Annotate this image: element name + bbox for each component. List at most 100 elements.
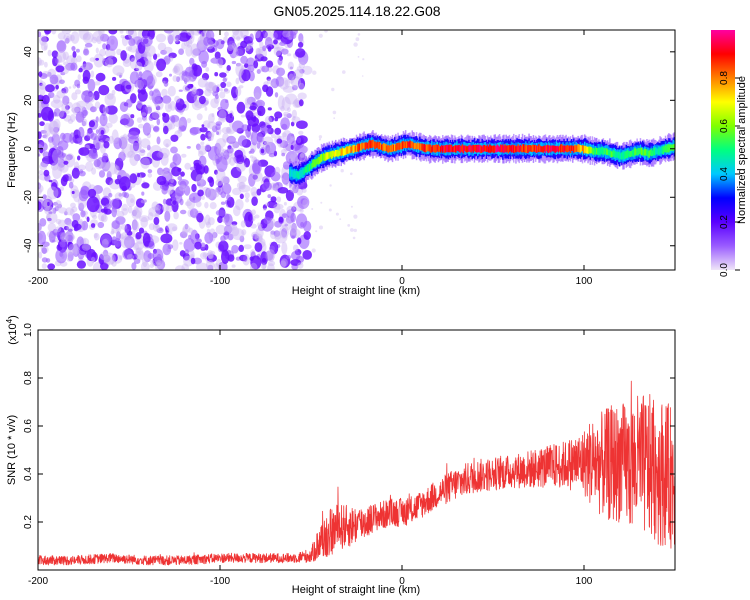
- noise-speck: [258, 236, 263, 242]
- noise-speck: [243, 157, 250, 168]
- noise-speck: [318, 135, 323, 139]
- noise-speck: [75, 111, 85, 123]
- noise-speck: [151, 110, 161, 119]
- noise-speck: [66, 257, 72, 262]
- noise-speck: [163, 46, 173, 54]
- ridge-cell: [411, 141, 413, 148]
- noise-speck: [254, 92, 261, 101]
- noise-speck: [231, 86, 238, 99]
- noise-speck: [102, 57, 106, 62]
- noise-speck: [38, 201, 42, 211]
- noise-speck: [156, 118, 161, 126]
- noise-speck: [77, 74, 81, 81]
- noise-speck: [209, 202, 217, 210]
- ridge-cell: [351, 145, 353, 152]
- noise-speck: [55, 226, 62, 233]
- ridge-cell: [660, 147, 662, 153]
- noise-speck: [266, 76, 271, 81]
- ridge-cell: [526, 145, 528, 153]
- noise-speck: [210, 98, 219, 109]
- ridge-cell: [533, 145, 536, 152]
- noise-speck: [147, 253, 155, 259]
- noise-speck: [231, 120, 244, 133]
- ridge-cell: [329, 151, 332, 158]
- noise-speck: [298, 61, 306, 69]
- ridge-cell: [568, 145, 571, 152]
- ridge-cell: [673, 144, 675, 151]
- noise-speck: [254, 214, 260, 219]
- ridge-cell: [423, 143, 425, 152]
- ridge-cell: [519, 144, 522, 152]
- noise-speck: [93, 159, 101, 168]
- noise-speck: [38, 184, 44, 193]
- noise-speck: [249, 33, 254, 42]
- noise-speck: [220, 175, 230, 186]
- ridge-cell: [473, 145, 476, 152]
- ridge-cell: [501, 145, 503, 153]
- ridge-cell: [413, 143, 416, 150]
- noise-speck: [89, 143, 96, 150]
- noise-speck: [230, 166, 242, 179]
- noise-speck: [163, 138, 172, 148]
- noise-speck: [216, 138, 227, 148]
- noise-speck: [256, 69, 261, 74]
- noise-speck: [56, 40, 67, 53]
- noise-speck: [88, 120, 96, 128]
- noise-speck: [84, 42, 93, 48]
- ridge-cell: [459, 145, 461, 153]
- ridge-cell: [577, 144, 579, 152]
- ridge-cell: [339, 148, 341, 156]
- noise-speck: [69, 34, 75, 42]
- ridge-cell: [442, 145, 444, 153]
- noise-speck: [215, 224, 226, 235]
- noise-speck: [62, 132, 73, 143]
- noise-speck: [42, 134, 47, 139]
- noise-speck: [250, 148, 255, 154]
- noise-speck: [190, 166, 195, 171]
- noise-speck: [135, 61, 143, 71]
- noise-speck: [38, 94, 44, 101]
- noise-speck: [226, 135, 236, 144]
- ridge-cell: [530, 145, 532, 152]
- noise-speck: [65, 105, 70, 110]
- noise-speck: [331, 87, 335, 92]
- ridge-cell: [336, 149, 338, 157]
- noise-speck: [252, 159, 262, 175]
- ridge-cell: [292, 171, 294, 178]
- noise-speck: [272, 32, 278, 40]
- noise-speck: [77, 126, 85, 139]
- noise-speck: [154, 204, 161, 211]
- ridge-cell: [344, 147, 347, 155]
- ridge-cell: [394, 143, 396, 152]
- ridge-cell: [462, 145, 465, 154]
- noise-speck: [156, 175, 167, 186]
- noise-speck: [155, 33, 167, 43]
- noise-speck: [105, 122, 113, 128]
- noise-speck: [353, 228, 357, 233]
- ridge-cell: [518, 145, 520, 153]
- noise-speck: [74, 89, 82, 95]
- y-tick-label: 0: [23, 146, 34, 152]
- noise-speck: [233, 205, 241, 217]
- spectrogram-x-axis: -200 -100 0 100: [28, 30, 593, 287]
- noise-speck: [218, 109, 227, 121]
- noise-speck: [65, 248, 71, 256]
- noise-speck: [68, 86, 72, 89]
- noise-speck: [87, 188, 97, 198]
- noise-speck: [170, 146, 178, 154]
- noise-speck: [63, 86, 69, 94]
- ridge-cell: [341, 147, 344, 155]
- noise-speck: [123, 236, 135, 249]
- noise-speck: [172, 200, 177, 206]
- noise-speck: [78, 147, 90, 156]
- noise-speck: [66, 55, 76, 64]
- noise-speck: [262, 136, 274, 145]
- ridge-cell: [460, 145, 463, 152]
- spectrogram-x-axis-label: Height of straight line (km): [292, 285, 420, 297]
- ridge-cell: [591, 148, 594, 154]
- ridge-cell: [594, 147, 597, 155]
- ridge-cell: [614, 151, 617, 158]
- ridge-cell: [645, 149, 647, 156]
- noise-speck: [311, 248, 316, 253]
- noise-speck: [112, 76, 117, 81]
